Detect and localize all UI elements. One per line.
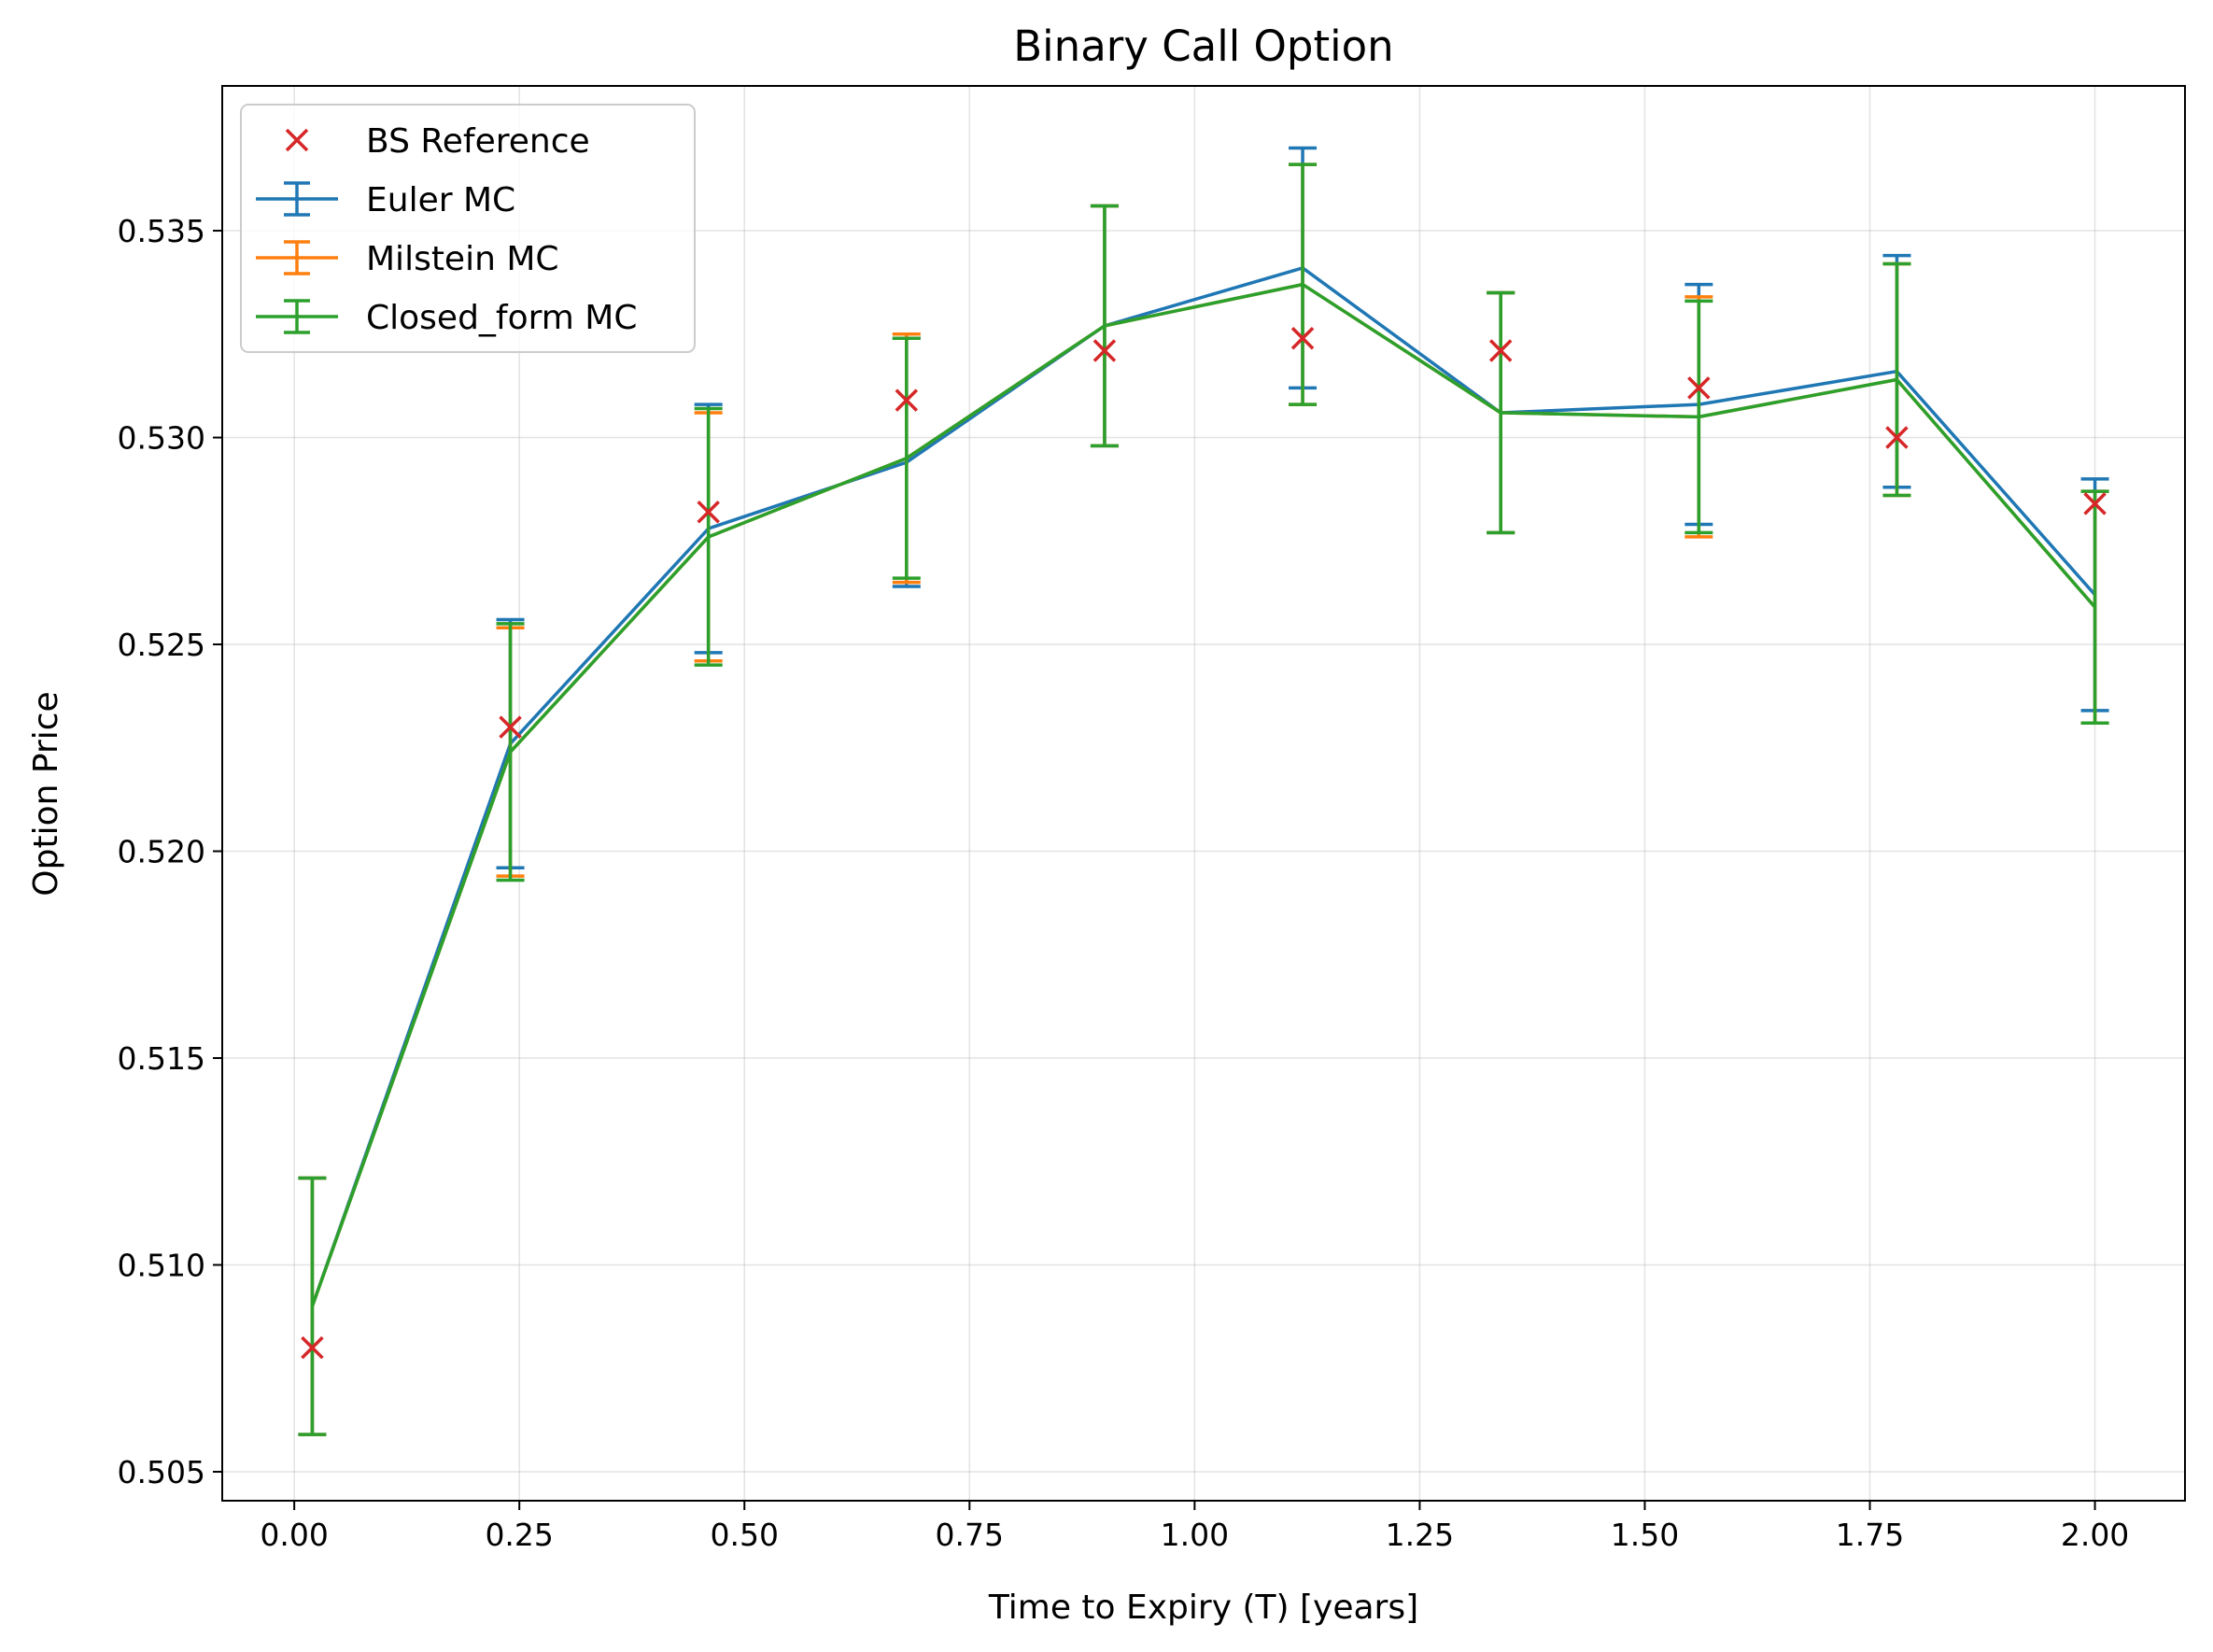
legend: BS Reference Euler MC Milstein MC Closed_fo… [240,104,696,353]
reference-marker-stroke [2083,492,2107,515]
chart-title: Binary Call Option [1013,21,1393,71]
y-tick-label: 0.505 [118,1454,205,1490]
y-tick-label: 0.535 [118,213,205,249]
reference-marker-stroke [1290,326,1315,350]
series-line [310,266,2096,1307]
y-tick-label: 0.525 [118,627,205,663]
x-axis-label: Time to Expiry (T) [years] [988,1588,1418,1627]
reference-marker-stroke [1885,426,1909,449]
reference-point [301,1335,324,1360]
reference-layer [301,326,2107,1360]
legend-label: Euler MC [366,181,515,219]
reference-marker-stroke [301,1335,324,1360]
series-layer [298,146,2109,1436]
reference-point [499,715,522,739]
reference-marker-stroke [895,388,919,412]
y-tick-label: 0.530 [118,420,205,457]
legend-label: BS Reference [366,122,590,161]
x-tick-label: 1.25 [1386,1517,1454,1553]
reference-point [895,388,919,412]
y-tick-label: 0.510 [118,1248,205,1284]
x-tick-label: 0.75 [936,1517,1004,1553]
legend-label: Closed_form MC [366,299,638,337]
reference-marker-stroke [1488,339,1513,362]
reference-point [1092,339,1117,362]
reference-marker-stroke [697,501,720,524]
reference-marker-stroke [1092,339,1117,362]
legend-entry: Euler MC [256,181,515,219]
reference-point [1488,339,1513,362]
reference-marker-stroke [499,715,522,739]
reference-point [1290,326,1315,350]
legend-box [240,104,696,353]
y-tick-label: 0.515 [118,1040,205,1077]
x-gridlines [293,86,2096,1501]
y-axis-ticks: 0.505 0.510 0.515 0.520 0.525 0.530 0.535 [118,213,222,1490]
reference-point [2083,492,2107,515]
legend-label: Milstein MC [366,240,559,278]
reference-point [697,501,720,524]
reference-marker-stroke [1687,376,1711,400]
series-line [310,282,2096,1307]
x-tick-label: 1.75 [1836,1517,1904,1553]
legend-swatch-x [285,128,309,152]
legend-entry: Closed_form MC [256,299,638,337]
x-tick-label: 2.00 [2061,1517,2129,1553]
y-axis-label: Option Price [27,691,65,896]
x-tick-label: 0.00 [260,1517,328,1553]
y-tick-label: 0.520 [118,834,205,870]
x-axis-ticks: 0.00 0.25 0.50 0.75 1.00 1.25 1.50 1.75 2.00 [260,1501,2129,1553]
x-tick-label: 0.25 [485,1517,553,1553]
series-closed-form-mc [298,162,2109,1436]
reference-point [1885,426,1909,449]
x-tick-label: 0.50 [711,1517,779,1553]
reference-point [1687,376,1711,400]
plot-frame [221,85,2186,1502]
x-tick-label: 1.50 [1611,1517,1679,1553]
legend-entry: Milstein MC [256,240,559,278]
legend-entry: BS Reference [285,122,590,161]
x-tick-label: 1.00 [1161,1517,1229,1553]
